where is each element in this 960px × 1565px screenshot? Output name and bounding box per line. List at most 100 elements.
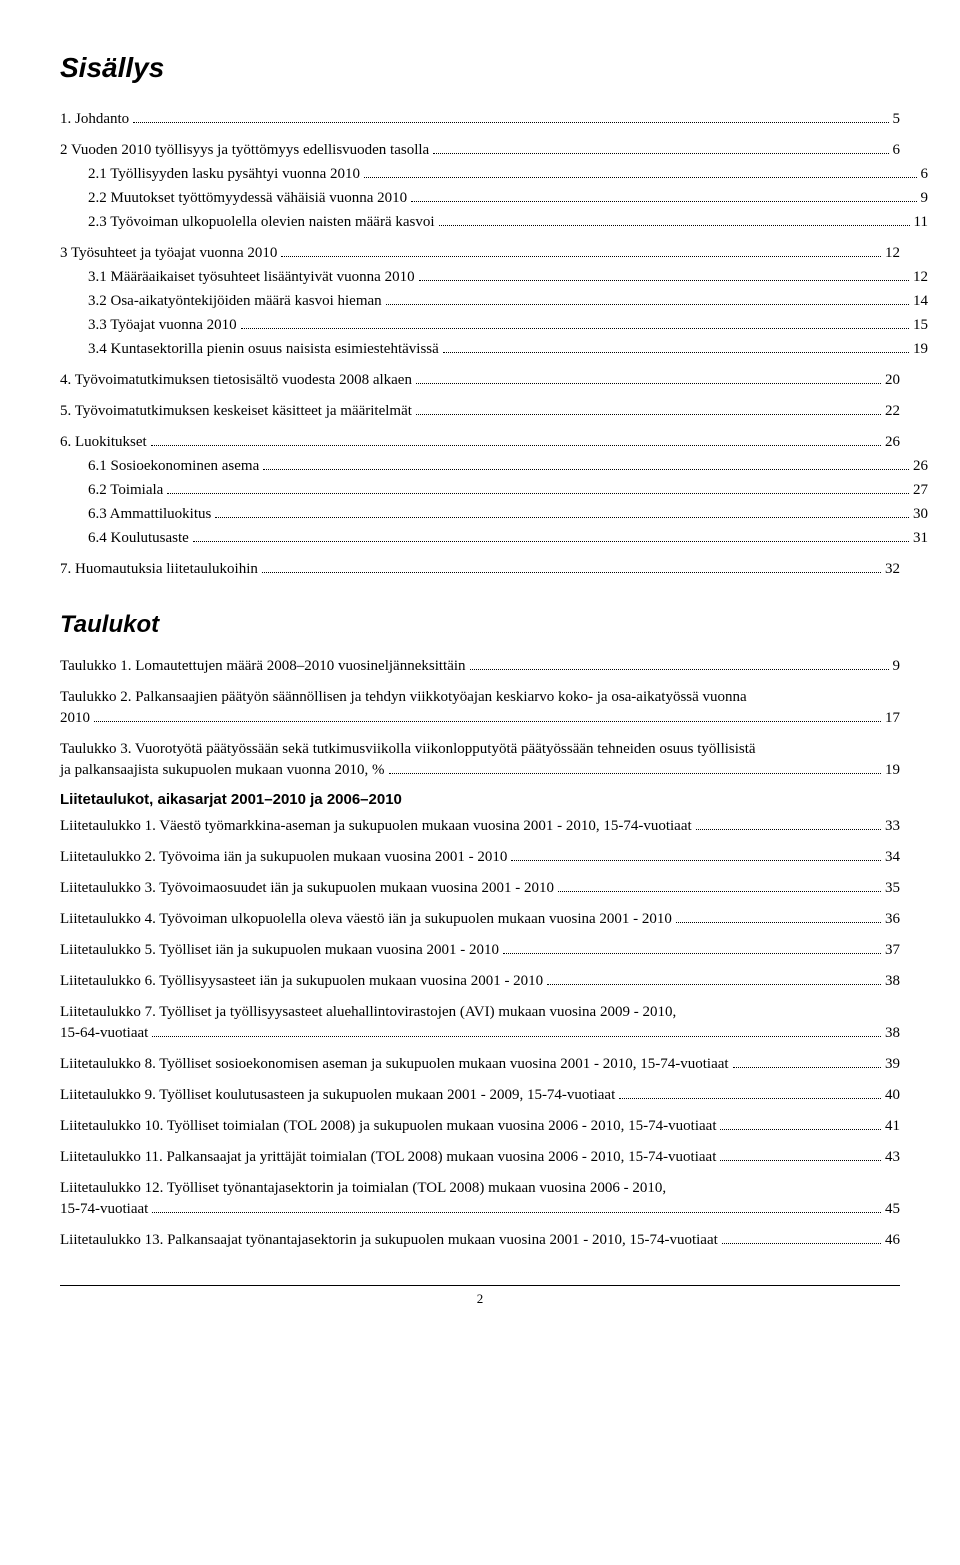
toc-page: 39 (885, 1054, 900, 1075)
toc-label: 6.3 Ammattiluokitus (88, 504, 211, 525)
toc-label: 3.3 Työajat vuonna 2010 (88, 315, 237, 336)
toc-page: 41 (885, 1116, 900, 1137)
toc-row: 6.2 Toimiala 27 (60, 480, 928, 501)
toc-row: 3 Työsuhteet ja työajat vuonna 201012 (60, 243, 900, 264)
toc-label: Liitetaulukko 7. Työlliset ja työllisyys… (60, 1002, 900, 1023)
toc-label: Taulukko 2. Palkansaajien päätyön säännö… (60, 687, 900, 708)
toc-row: 1. Johdanto 5 (60, 109, 900, 130)
toc-list: 1. Johdanto 5 2 Vuoden 2010 työllisyys ja … (60, 109, 900, 580)
heading-taulukot: Taulukot (60, 608, 900, 642)
toc-row: 3.4 Kuntasektorilla pienin osuus naisist… (60, 339, 928, 360)
toc-page: 12 (885, 243, 900, 264)
toc-row: Liitetaulukko 7. Työlliset ja työllisyys… (60, 1002, 900, 1044)
toc-page: 31 (913, 528, 928, 549)
toc-label: Liitetaulukko 12. Työlliset työnantajase… (60, 1178, 900, 1199)
toc-page: 32 (885, 559, 900, 580)
toc-label: 3.4 Kuntasektorilla pienin osuus naisist… (88, 339, 439, 360)
toc-page: 12 (913, 267, 928, 288)
toc-label: 6.4 Koulutusaste (88, 528, 189, 549)
toc-leader (558, 880, 881, 892)
toc-label-continued: ja palkansaajista sukupuolen mukaan vuon… (60, 760, 385, 781)
toc-leader (94, 710, 881, 722)
toc-page: 22 (885, 401, 900, 422)
toc-label: 7. Huomautuksia liitetaulukoihin (60, 559, 258, 580)
toc-leader (696, 818, 881, 830)
toc-label: 3.1 Määräaikaiset työsuhteet lisääntyivä… (88, 267, 415, 288)
toc-label: 1. Johdanto (60, 109, 129, 130)
toc-leader (241, 317, 909, 329)
toc-leader (547, 973, 881, 985)
toc-row: Taulukko 2. Palkansaajien päätyön säännö… (60, 687, 900, 729)
toc-leader (263, 458, 909, 470)
toc-row: 2.3 Työvoiman ulkopuolella olevien naist… (60, 212, 928, 233)
toc-label-continued: 15-64-vuotiaat (60, 1023, 148, 1044)
toc-row: Taulukko 3. Vuorotyötä päätyössään sekä … (60, 739, 900, 781)
toc-leader (416, 372, 881, 384)
toc-row: 6.4 Koulutusaste 31 (60, 528, 928, 549)
toc-row: 2 Vuoden 2010 työllisyys ja työttömyys e… (60, 140, 900, 161)
toc-label: Liitetaulukko 6. Työllisyysasteet iän ja… (60, 971, 543, 992)
toc-page: 11 (914, 212, 928, 233)
toc-label: Taulukko 3. Vuorotyötä päätyössään sekä … (60, 739, 900, 760)
toc-page: 35 (885, 878, 900, 899)
toc-page: 6 (893, 140, 901, 161)
toc-row: Liitetaulukko 12. Työlliset työnantajase… (60, 1178, 900, 1220)
toc-row: 6. Luokitukset26 (60, 432, 900, 453)
toc-label: Liitetaulukko 5. Työlliset iän ja sukupu… (60, 940, 499, 961)
toc-row: 3.2 Osa-aikatyöntekijöiden määrä kasvoi … (60, 291, 928, 312)
toc-row: 3.3 Työajat vuonna 2010 15 (60, 315, 928, 336)
toc-page: 37 (885, 940, 900, 961)
toc-leader (152, 1201, 881, 1213)
toc-page: 9 (893, 656, 901, 677)
toc-page: 6 (921, 164, 929, 185)
toc-leader (439, 214, 910, 226)
toc-page: 38 (885, 1023, 900, 1044)
toc-page: 19 (885, 760, 900, 781)
heading-liitetaulukot: Liitetaulukot, aikasarjat 2001–2010 ja 2… (60, 789, 900, 810)
toc-row: Liitetaulukko 4. Työvoiman ulkopuolella … (60, 909, 900, 930)
toc-page: 17 (885, 708, 900, 729)
toc-leader (151, 434, 881, 446)
toc-label: 3.2 Osa-aikatyöntekijöiden määrä kasvoi … (88, 291, 382, 312)
toc-row: 2.1 Työllisyyden lasku pysähtyi vuonna 2… (60, 164, 928, 185)
toc-label: Liitetaulukko 1. Väestö työmarkkina-asem… (60, 816, 692, 837)
toc-label: 2 Vuoden 2010 työllisyys ja työttömyys e… (60, 140, 429, 161)
toc-row: Liitetaulukko 1. Väestö työmarkkina-asem… (60, 816, 900, 837)
toc-label: Liitetaulukko 13. Palkansaajat työnantaj… (60, 1230, 718, 1251)
toc-leader (503, 942, 881, 954)
toc-label: 6.2 Toimiala (88, 480, 163, 501)
toc-page: 15 (913, 315, 928, 336)
toc-page: 33 (885, 816, 900, 837)
toc-row: Liitetaulukko 9. Työlliset koulutusastee… (60, 1085, 900, 1106)
toc-leader (411, 190, 916, 202)
toc-label: Liitetaulukko 3. Työvoimaosuudet iän ja … (60, 878, 554, 899)
toc-row: 6.3 Ammattiluokitus30 (60, 504, 928, 525)
toc-label: 4. Työvoimatutkimuksen tietosisältö vuod… (60, 370, 412, 391)
toc-leader (733, 1056, 881, 1068)
toc-row: Taulukko 1. Lomautettujen määrä 2008–201… (60, 656, 900, 677)
toc-label: Liitetaulukko 4. Työvoiman ulkopuolella … (60, 909, 672, 930)
toc-page: 5 (893, 109, 901, 130)
toc-label: Liitetaulukko 11. Palkansaajat ja yrittä… (60, 1147, 716, 1168)
toc-leader (470, 658, 889, 670)
toc-page: 27 (913, 480, 928, 501)
toc-row: Liitetaulukko 8. Työlliset sosioekonomis… (60, 1054, 900, 1075)
toc-leader (389, 762, 881, 774)
toc-label: 2.2 Muutokset työttömyydessä vähäisiä vu… (88, 188, 407, 209)
toc-page: 40 (885, 1085, 900, 1106)
toc-row: Liitetaulukko 5. Työlliset iän ja sukupu… (60, 940, 900, 961)
toc-row: 7. Huomautuksia liitetaulukoihin 32 (60, 559, 900, 580)
toc-label: Liitetaulukko 10. Työlliset toimialan (T… (60, 1116, 716, 1137)
toc-row: Liitetaulukko 10. Työlliset toimialan (T… (60, 1116, 900, 1137)
toc-row: 5. Työvoimatutkimuksen keskeiset käsitte… (60, 401, 900, 422)
toc-label: 6.1 Sosioekonominen asema (88, 456, 259, 477)
toc-leader (152, 1025, 881, 1037)
toc-leader (262, 561, 881, 573)
toc-label-continued: 15-74-vuotiaat (60, 1199, 148, 1220)
toc-row: 6.1 Sosioekonominen asema26 (60, 456, 928, 477)
toc-leader (511, 849, 881, 861)
toc-row: 2.2 Muutokset työttömyydessä vähäisiä vu… (60, 188, 928, 209)
toc-page: 14 (913, 291, 928, 312)
toc-label: Taulukko 1. Lomautettujen määrä 2008–201… (60, 656, 466, 677)
heading-sisallys: Sisällys (60, 48, 900, 87)
